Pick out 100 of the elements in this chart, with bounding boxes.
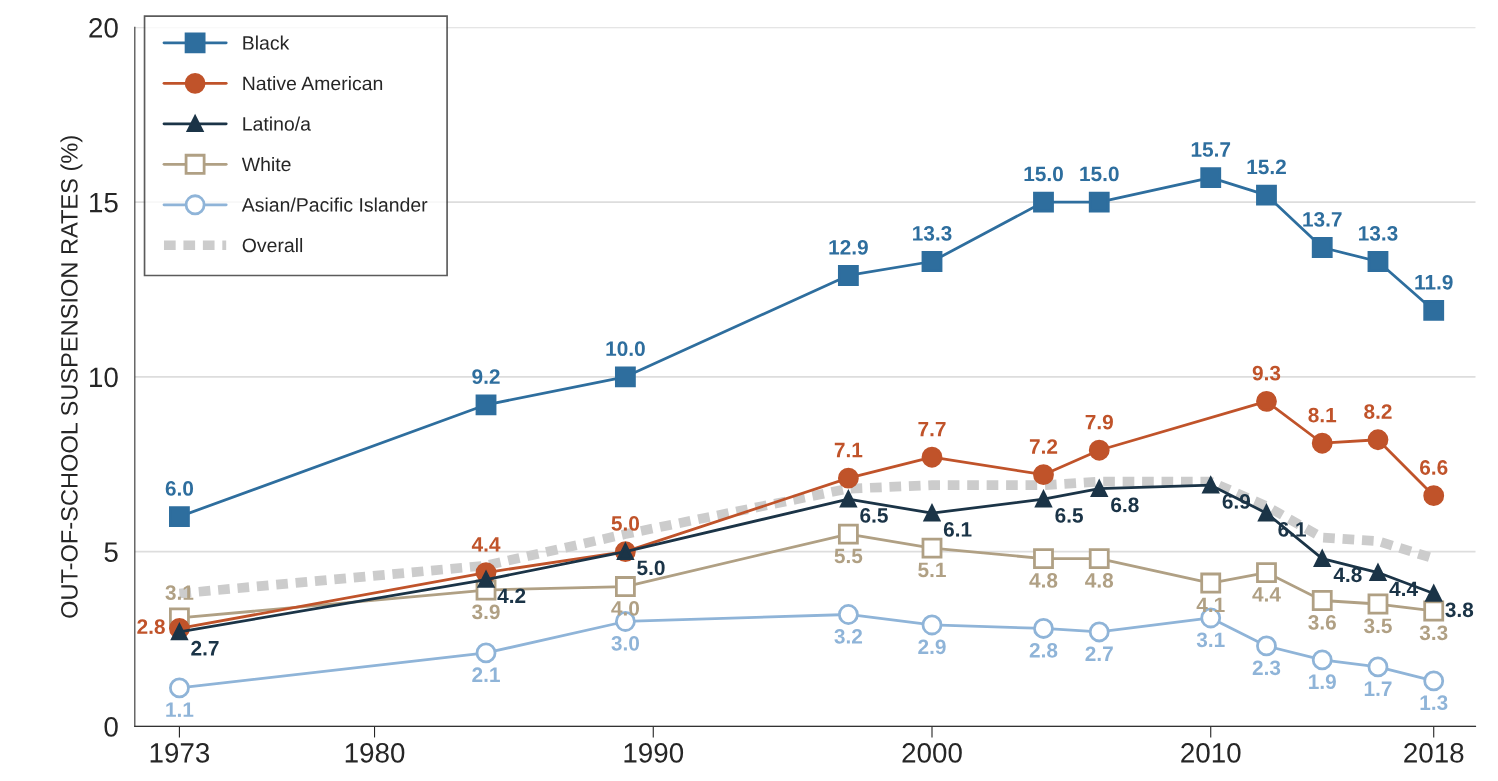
data-label: 8.1 (1308, 407, 1337, 423)
point (1035, 490, 1052, 508)
data-label: 2.3 (1252, 660, 1281, 676)
data-label: 3.0 (611, 635, 640, 651)
point (169, 506, 190, 528)
data-label: 3.1 (165, 585, 194, 601)
data-label: 4.1 (1196, 597, 1225, 613)
data-label: 15.0 (1080, 166, 1119, 182)
point (1369, 564, 1387, 581)
point (1033, 191, 1054, 213)
data-label: 13.7 (1303, 211, 1342, 227)
data-label: 4.8 (1085, 573, 1114, 588)
data-label: 15.2 (1247, 159, 1286, 175)
point (1088, 621, 1110, 643)
legend-label: Latino/a (243, 116, 311, 131)
data-label: 10.0 (606, 341, 645, 357)
point (1423, 600, 1445, 622)
point (475, 642, 497, 664)
data-label: 5.1 (918, 562, 946, 578)
data-label: 1.1 (166, 702, 194, 717)
data-label: 7.2 (1029, 439, 1058, 454)
point (1367, 251, 1389, 272)
point (1200, 572, 1222, 594)
point (614, 576, 636, 597)
point (1423, 300, 1445, 321)
data-label: 3.1 (1196, 632, 1225, 648)
point (1256, 390, 1277, 412)
y-tick-label: 20 (89, 18, 118, 38)
data-label: 12.9 (829, 239, 868, 255)
data-label: 2.8 (137, 619, 165, 635)
data-label: 3.5 (1363, 618, 1392, 634)
point (1088, 191, 1110, 213)
data-label: 6.8 (1111, 497, 1139, 513)
data-label: 4.4 (1252, 587, 1281, 602)
data-label: 3.9 (472, 604, 500, 620)
point (837, 265, 859, 286)
legend-label: Overall (242, 237, 303, 253)
data-label: 1.7 (1364, 681, 1392, 696)
data-label: 3.6 (1308, 614, 1336, 630)
point (1425, 585, 1443, 602)
data-label: 6.1 (943, 522, 972, 537)
point (1258, 504, 1275, 522)
data-label: 9.2 (472, 369, 500, 385)
point (1423, 485, 1445, 507)
point (1367, 656, 1389, 678)
data-label: 13.3 (913, 225, 952, 241)
data-label: 2.7 (1085, 646, 1113, 661)
point (837, 467, 859, 489)
data-label: 3.8 (1445, 602, 1474, 618)
point (169, 677, 190, 699)
data-label: 11.9 (1415, 274, 1453, 290)
point (1311, 590, 1333, 611)
data-label: 6.5 (860, 508, 888, 523)
data-label: 5.0 (611, 516, 640, 531)
data-label: 4.8 (1029, 573, 1058, 588)
data-label: 4.0 (611, 600, 640, 616)
data-label: 4.2 (497, 588, 526, 603)
point (1200, 167, 1222, 189)
legend-label: Asian/Pacific Islander (241, 197, 428, 212)
data-label: 7.9 (1085, 414, 1113, 430)
data-label: 2.7 (191, 640, 219, 656)
point (1033, 618, 1054, 639)
data-label: 6.0 (165, 481, 194, 496)
data-label: 2.8 (1029, 642, 1058, 658)
data-label: 6.5 (1055, 508, 1083, 523)
point (921, 614, 943, 636)
y-tick-label: 15 (90, 193, 118, 213)
x-tick-label: 1973 (150, 743, 210, 763)
x-tick-label: 2000 (902, 743, 962, 763)
data-label: 5.0 (637, 560, 665, 576)
data-label: 9.3 (1252, 365, 1281, 381)
data-label: 3.2 (834, 628, 863, 644)
legend-label: Native American (243, 76, 383, 91)
data-label: 7.1 (834, 442, 863, 458)
data-label: 5.5 (834, 548, 863, 564)
y-tick-label: 5 (104, 542, 118, 562)
x-tick-label: 2010 (1181, 743, 1241, 763)
x-tick-label: 2018 (1404, 743, 1464, 763)
point (1311, 649, 1333, 671)
point (1256, 184, 1277, 206)
y-axis-title: OUT-OF-SCHOOL SUSPENSION RATES (%) (60, 136, 83, 618)
legend-label: White (241, 156, 291, 172)
data-label: 3.3 (1419, 625, 1448, 641)
point (840, 490, 857, 508)
legend-label: Black (243, 35, 290, 50)
point (837, 604, 859, 625)
y-tick-label: 0 (104, 717, 118, 737)
data-label: 15.0 (1024, 166, 1063, 182)
data-label: 2.9 (918, 639, 946, 655)
point (1090, 480, 1108, 498)
point (1033, 464, 1054, 486)
point (1256, 635, 1277, 657)
point (1256, 562, 1277, 583)
point (1033, 548, 1054, 569)
point (614, 366, 636, 388)
point (1367, 593, 1389, 615)
data-label: 1.9 (1309, 674, 1336, 690)
point (921, 537, 943, 559)
data-label: 1.3 (1420, 695, 1448, 711)
data-label: 4.8 (1333, 567, 1362, 583)
